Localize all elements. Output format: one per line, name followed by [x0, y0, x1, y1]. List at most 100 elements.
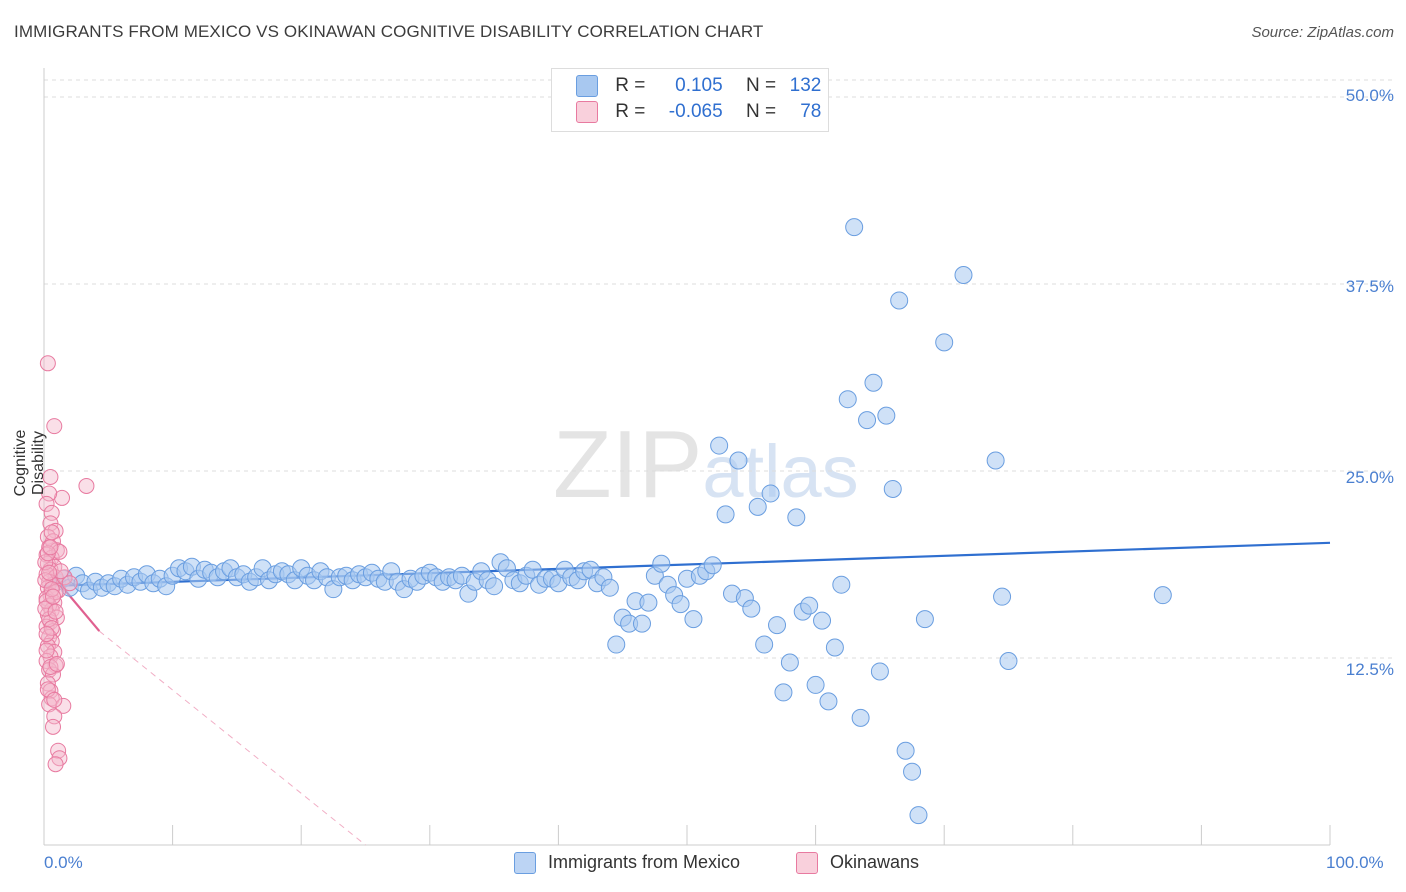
x-tick-max: 100.0% — [1326, 853, 1384, 872]
legend-item-okinawans[interactable]: Okinawans — [796, 852, 920, 875]
data-point-okinawans — [42, 468, 59, 485]
legend-row-okinawans: R = -0.065 N = 78 — [576, 101, 821, 127]
data-point-mexico — [890, 291, 909, 310]
n-label: N = — [745, 101, 777, 123]
data-point-okinawans — [41, 485, 58, 502]
data-point-okinawans — [45, 588, 62, 605]
data-point-mexico — [742, 599, 761, 618]
data-point-mexico — [600, 578, 619, 597]
trend-line-okinawans-extension — [98, 630, 366, 846]
data-point-mexico — [703, 556, 722, 575]
pink-swatch-icon — [576, 101, 598, 123]
data-point-mexico — [845, 218, 864, 237]
data-point-mexico — [864, 373, 883, 392]
data-point-okinawans — [47, 756, 64, 773]
data-point-mexico — [993, 587, 1012, 606]
blue-swatch-icon — [514, 852, 536, 875]
data-point-mexico — [639, 593, 658, 612]
data-point-okinawans — [38, 626, 55, 643]
data-point-okinawans — [43, 524, 60, 541]
data-point-okinawans — [61, 575, 78, 592]
x-tick-min: 0.0% — [44, 853, 83, 872]
r-value: 0.105 — [675, 75, 723, 97]
data-point-mexico — [768, 616, 787, 635]
y-tick-12-5: 12.5% — [1345, 660, 1394, 679]
data-point-okinawans — [55, 697, 72, 714]
data-point-mexico — [851, 708, 870, 727]
data-point-okinawans — [78, 477, 95, 494]
y-tick-37-5: 37.5% — [1345, 277, 1394, 296]
data-point-mexico — [909, 806, 928, 825]
y-tick-50: 50.0% — [1345, 86, 1394, 105]
data-point-okinawans — [45, 718, 62, 735]
data-point-mexico — [883, 479, 902, 498]
data-point-okinawans — [46, 418, 63, 435]
trend-lines — [43, 541, 1331, 846]
data-point-mexico — [903, 762, 922, 781]
data-point-mexico — [838, 390, 857, 409]
blue-swatch-icon — [576, 75, 598, 97]
data-point-mexico — [819, 692, 838, 711]
data-point-mexico — [710, 436, 729, 455]
data-point-mexico — [813, 611, 832, 630]
stats-legend: R = 0.105 N = 132 R = -0.065 N = 78 — [551, 68, 829, 132]
legend-item-mexico[interactable]: Immigrants from Mexico — [514, 852, 741, 875]
watermark: ZIPatlas — [553, 410, 859, 520]
data-point-mexico — [832, 575, 851, 594]
data-point-okinawans — [37, 554, 54, 571]
r-label: R = — [615, 101, 646, 123]
chart-title: IMMIGRANTS FROM MEXICO VS OKINAWAN COGNI… — [14, 22, 764, 41]
source-label: Source: ZipAtlas.com — [1251, 24, 1394, 41]
data-point-mexico — [986, 451, 1005, 470]
y-axis-title: Cognitive Disability — [12, 429, 47, 497]
data-point-mexico — [915, 610, 934, 629]
data-point-mexico — [954, 266, 973, 285]
series-immigrants-from-mexico — [47, 218, 1172, 825]
data-point-mexico — [825, 638, 844, 657]
data-point-mexico — [607, 635, 626, 654]
n-label: N = — [745, 75, 777, 97]
data-point-mexico — [652, 554, 671, 573]
data-point-mexico — [780, 653, 799, 672]
data-point-mexico — [1153, 586, 1172, 605]
data-point-mexico — [632, 614, 651, 633]
data-point-mexico — [523, 560, 542, 579]
data-point-okinawans — [37, 600, 54, 617]
data-point-mexico — [858, 411, 877, 430]
data-point-mexico — [671, 595, 690, 614]
data-point-mexico — [870, 662, 889, 681]
data-point-mexico — [761, 484, 780, 503]
legend-row-mexico: R = 0.105 N = 132 — [576, 75, 821, 101]
data-point-okinawans — [41, 564, 58, 581]
r-label: R = — [615, 75, 646, 97]
data-point-okinawans — [54, 489, 71, 506]
data-point-mexico — [755, 635, 774, 654]
axes — [43, 68, 1331, 846]
series-okinawans — [37, 355, 95, 773]
watermark-zip: ZIP — [553, 411, 703, 518]
data-point-okinawans — [47, 603, 64, 620]
data-point-mexico — [748, 497, 767, 516]
data-point-mexico — [485, 577, 504, 596]
data-point-okinawans — [52, 563, 69, 580]
data-point-mexico — [716, 505, 735, 524]
data-point-mexico — [800, 596, 819, 615]
data-point-mexico — [774, 683, 793, 702]
data-point-mexico — [787, 508, 806, 527]
r-value: -0.065 — [668, 101, 723, 123]
data-point-okinawans — [48, 655, 65, 672]
data-point-mexico — [684, 610, 703, 629]
data-point-okinawans — [38, 642, 55, 659]
pink-swatch-icon — [796, 852, 818, 875]
data-point-mexico — [729, 451, 748, 470]
data-point-mexico — [806, 675, 825, 694]
n-value: 132 — [789, 75, 822, 97]
legend-label-okinawans: Okinawans — [830, 852, 920, 872]
data-point-okinawans — [51, 543, 68, 560]
data-point-okinawans — [37, 572, 54, 589]
legend-label-mexico: Immigrants from Mexico — [548, 852, 741, 872]
data-point-okinawans — [46, 691, 63, 708]
y-tick-25: 25.0% — [1345, 468, 1394, 487]
data-point-okinawans — [42, 539, 59, 556]
